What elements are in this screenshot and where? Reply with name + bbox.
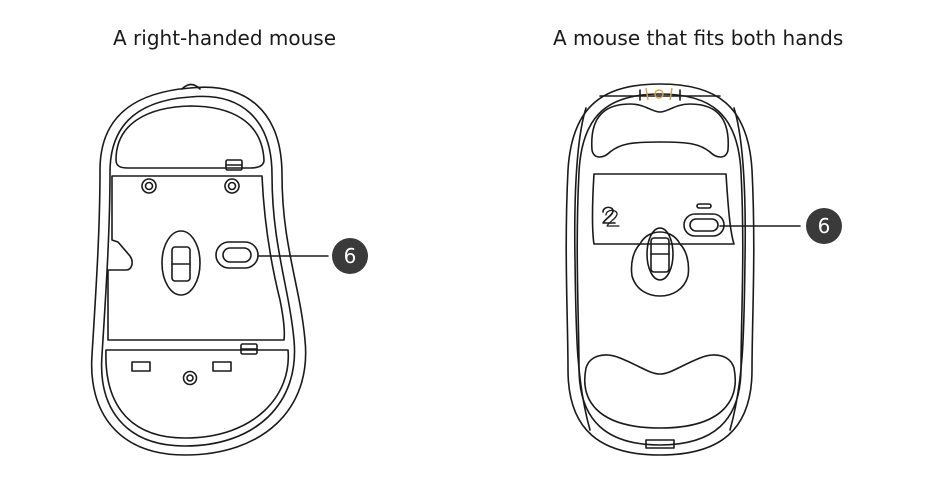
right-mouse-dpi-indicator xyxy=(696,203,712,209)
right-mouse-outer-shell xyxy=(565,83,755,456)
left-mouse-dpi-button xyxy=(215,241,259,269)
right-callout-number: 6 xyxy=(818,214,831,238)
left-callout-number: 6 xyxy=(344,244,357,268)
left-mouse-outer-shell xyxy=(90,86,307,456)
right-mouse-sensor xyxy=(630,231,690,297)
left-mouse-inner-rim xyxy=(100,95,296,447)
right-mouse-inner-rim xyxy=(576,93,744,446)
right-mouse-side-grip-left xyxy=(573,107,591,431)
ambidextrous-mouse-illustration xyxy=(565,83,801,456)
right-callout-badge: 6 xyxy=(806,208,842,244)
left-mouse-screw-hole xyxy=(224,178,240,194)
left-mouse-slot xyxy=(212,361,232,372)
right-mouse-dpi-button xyxy=(683,213,725,237)
left-mouse-cord-notch xyxy=(181,83,201,90)
right-mouse-accent-details xyxy=(645,87,673,101)
right-mouse-top-skate xyxy=(590,103,730,158)
zowie-logo-mark xyxy=(602,206,616,224)
left-mouse-sensor xyxy=(161,230,201,296)
left-mouse-bottom-skate xyxy=(105,349,290,439)
right-handed-mouse-illustration xyxy=(90,83,329,456)
left-mouse-slot xyxy=(131,361,151,372)
left-mouse-middle-plate xyxy=(107,175,286,341)
right-mouse-bottom-notch xyxy=(645,439,675,449)
title-right-handed-mouse: A right-handed mouse xyxy=(113,26,337,50)
left-callout-badge: 6 xyxy=(332,238,368,274)
right-mouse-middle-plate xyxy=(591,173,735,245)
left-mouse-top-skate xyxy=(115,105,265,169)
left-mouse-screw-hole xyxy=(141,178,157,194)
left-mouse-bottom-screw xyxy=(182,370,198,386)
right-mouse-side-grip-right xyxy=(729,107,747,431)
right-mouse-bottom-skate xyxy=(584,354,736,429)
title-ambidextrous-mouse: A mouse that fits both hands xyxy=(553,26,844,50)
